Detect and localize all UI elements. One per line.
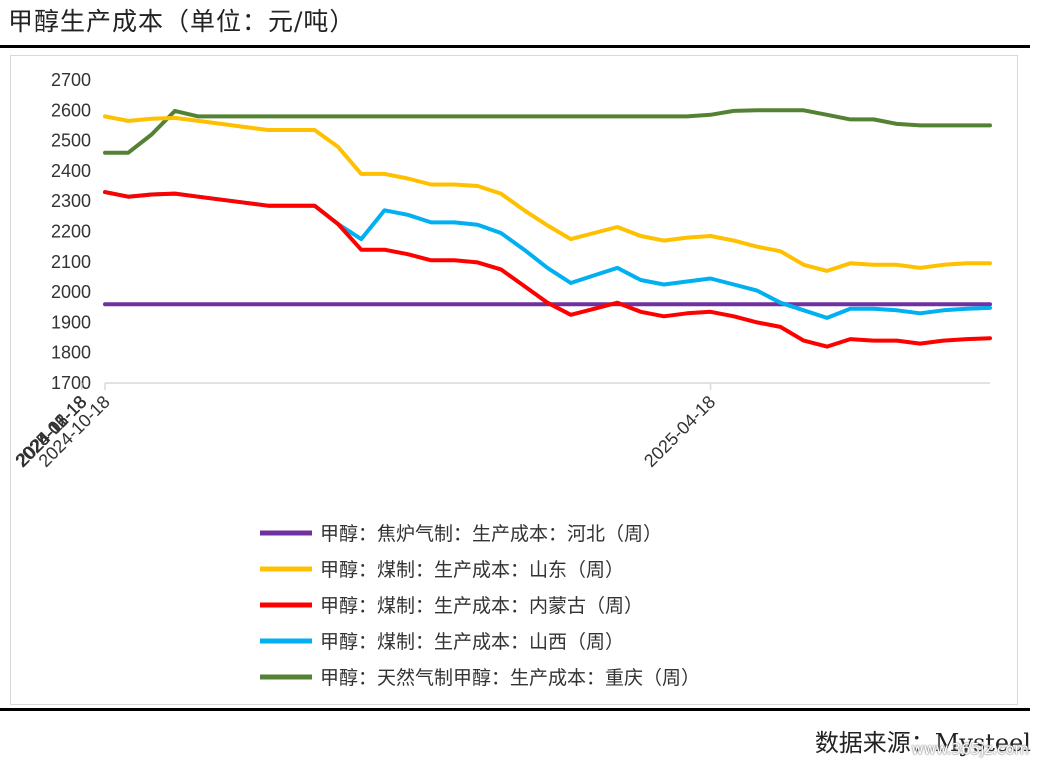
series-line-1	[103, 114, 992, 273]
y-tick-label: 2600	[51, 100, 91, 120]
legend-entry-label: 甲醇：煤制：生产成本：山东（周）	[320, 559, 624, 581]
chart-frame	[10, 55, 1018, 705]
series-line-2	[103, 190, 992, 349]
y-tick-label: 1900	[51, 312, 91, 332]
y-tick-label: 1800	[51, 343, 91, 363]
series-line-3	[103, 190, 992, 320]
y-tick-label: 2100	[51, 252, 91, 272]
y-tick-label: 2000	[51, 282, 91, 302]
y-tick-label: 2500	[51, 131, 91, 151]
series-line-4	[103, 108, 992, 155]
legend-entry-label: 甲醇：煤制：生产成本：山西（周）	[320, 631, 624, 653]
legend-entry-label: 甲醇：焦炉气制：生产成本：河北（周）	[320, 523, 662, 545]
y-tick-label: 2300	[51, 191, 91, 211]
x-tick-label: 2025-04-18	[640, 392, 719, 471]
y-tick-label: 2200	[51, 222, 91, 242]
legend: 甲醇：焦炉气制：生产成本：河北（周） 甲醇：煤制：生产成本：山东（周） 甲醇：煤制：…	[260, 523, 700, 689]
series-layer	[103, 108, 992, 349]
y-tick-label: 2700	[51, 70, 91, 90]
legend-entry-label: 甲醇：天然气制甲醇：生产成本：重庆（周）	[320, 667, 700, 689]
data-source: 数据来源：Mysteel	[814, 729, 1031, 757]
legend-entry-label: 甲醇：煤制：生产成本：内蒙古（周）	[320, 595, 643, 617]
y-tick-label: 2400	[51, 161, 91, 181]
y-tick-label: 1700	[51, 373, 91, 393]
axis-layer: 1700 1800 1900 2000 2100 2200 2300 2400 2500 2600…	[11, 70, 990, 471]
watermark: www.365jz.com	[911, 740, 1029, 758]
bottom-rule	[0, 708, 1030, 711]
page-title: 甲醇生产成本（单位：元/吨）	[8, 7, 356, 36]
top-rule	[0, 45, 1030, 48]
